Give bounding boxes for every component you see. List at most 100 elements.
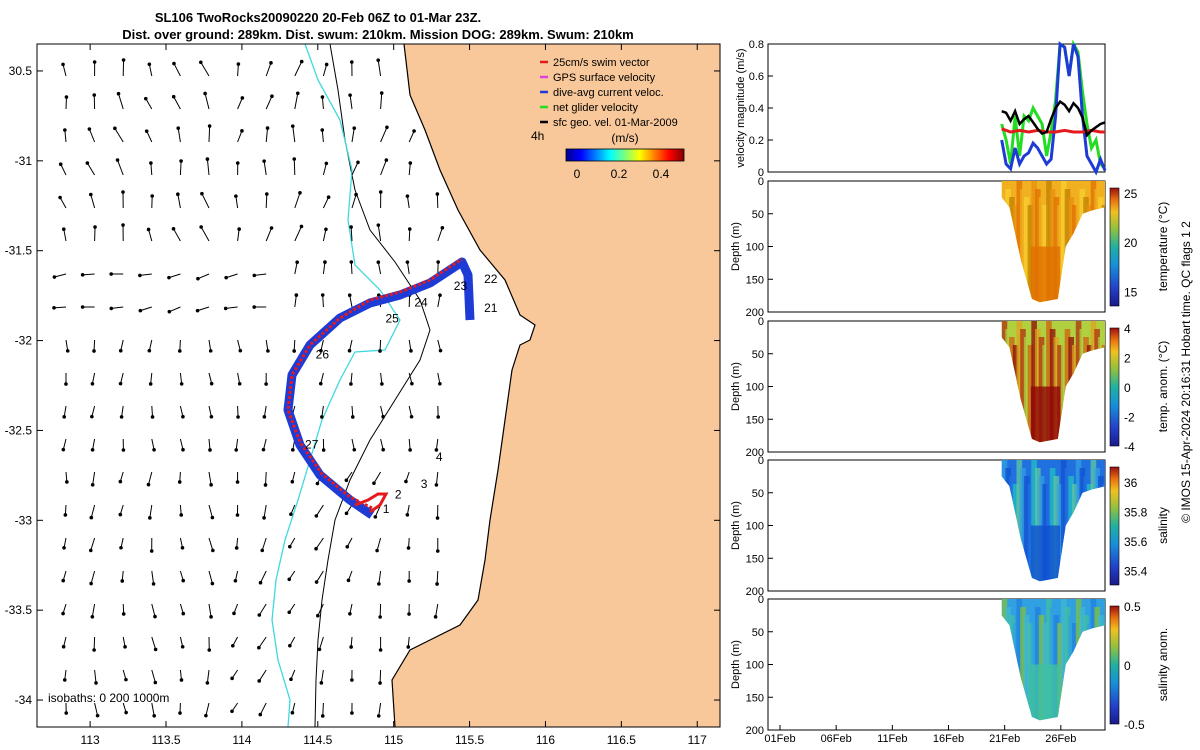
section-colorbar	[1109, 605, 1120, 725]
velocity-vector	[226, 273, 238, 279]
velocity-vector-head	[234, 448, 239, 452]
velocity-vector-head	[179, 513, 184, 517]
velocity-vector-head	[223, 306, 228, 311]
velocity-vector	[150, 372, 153, 384]
section-column	[1027, 623, 1034, 721]
land-mass	[392, 44, 720, 727]
colorbar-label: temp. anom. (°C)	[1156, 341, 1170, 433]
velocity-vector-head	[438, 382, 442, 386]
velocity-vector-head	[352, 447, 357, 452]
velocity-vector	[206, 669, 210, 683]
depth-ylabel: Depth (m)	[730, 362, 742, 411]
map-ytick-label: -31	[15, 154, 33, 168]
velocity-vector	[146, 130, 153, 143]
velocity-vector	[90, 504, 96, 518]
depth-tick-label: 50	[752, 209, 764, 221]
velocity-vector-head	[380, 382, 384, 386]
section-column	[1049, 329, 1056, 443]
velocity-vector-head	[203, 747, 207, 750]
section-column	[1016, 181, 1023, 303]
velocity-vector-head	[138, 273, 142, 278]
velocity-vector-head	[349, 382, 353, 386]
velocity-vector-head	[405, 194, 410, 198]
colorbar-tick-label: 15	[1124, 285, 1138, 299]
depth-tick-label: 50	[752, 627, 764, 639]
velocity-vector-head	[406, 645, 411, 649]
velocity-vector-head	[207, 648, 212, 652]
map-ytick-label: -32.5	[5, 423, 33, 437]
velocity-vector-head	[258, 712, 263, 717]
velocity-vector-head	[61, 62, 65, 67]
map-xtick-label: 114	[232, 733, 251, 747]
velocity-vector	[350, 261, 353, 275]
velocity-vector	[111, 306, 124, 309]
velocity-vector-head	[90, 448, 95, 452]
velocity-vector	[321, 405, 324, 417]
velocity-vector-head	[373, 515, 378, 519]
velocity-vector-head	[409, 414, 414, 419]
velocity-vector-head	[58, 195, 62, 200]
velocity-vector-head	[62, 546, 66, 550]
velocity-vector-head	[64, 95, 69, 99]
velocity-vector-head	[264, 382, 268, 386]
depth-tick-label: 0	[758, 594, 764, 606]
velocity-vector	[408, 339, 412, 351]
velocity-vector-head	[287, 577, 292, 582]
velocity-vector	[322, 196, 330, 209]
velocity-vector-head	[210, 515, 215, 520]
velocity-vector	[316, 570, 324, 583]
velocity-vector-head	[230, 643, 235, 648]
velocity-vector-head	[349, 260, 354, 264]
velocity-vector	[65, 339, 69, 351]
velocity-vector-head	[167, 275, 171, 280]
velocity-vector-head	[118, 348, 123, 353]
depth-tick-label: 150	[746, 274, 764, 286]
imos-credit-note: © IMOS 15-Apr-2024 20:16:31 Hobart time.…	[1179, 221, 1193, 523]
map-xtick-label: 116	[536, 733, 555, 747]
velocity-vector-head	[149, 161, 153, 165]
velocity-vector	[63, 405, 67, 417]
velocity-vector	[408, 405, 413, 417]
velocity-vector	[237, 63, 239, 77]
velocity-vector-head	[264, 192, 269, 196]
vel-ytick-label: 0.2	[749, 135, 764, 147]
day-label: 3	[421, 477, 428, 491]
velocity-vector	[225, 306, 238, 309]
velocity-vector-head	[265, 126, 270, 130]
date-tick-label: 26Feb	[1045, 733, 1076, 745]
section-column	[1031, 321, 1037, 443]
velocity-vector	[322, 163, 327, 176]
section-column	[1049, 468, 1056, 582]
velocity-vector	[123, 736, 125, 746]
colorbar-tick-label: 0	[1124, 659, 1131, 673]
velocity-vector	[197, 306, 210, 312]
velocity-vector	[265, 128, 269, 143]
velocity-vector	[94, 702, 99, 716]
velocity-magnitude-panel	[767, 39, 1107, 176]
velocity-vector	[263, 161, 267, 176]
velocity-vector	[91, 603, 96, 617]
velocity-vector	[208, 471, 212, 485]
velocity-vector-head	[149, 549, 154, 553]
velocity-vector-head	[260, 746, 264, 750]
velocity-vector-head	[377, 582, 381, 586]
velocity-vector-head	[299, 59, 304, 64]
colorbar-tick-label: -4	[1124, 440, 1135, 454]
depth-tick-label: 200	[746, 307, 764, 319]
velocity-vector-head	[350, 415, 355, 419]
velocity-vector	[408, 372, 413, 384]
velocity-vector-head	[230, 709, 234, 714]
velocity-vector-head	[113, 126, 117, 131]
velocity-vector-head	[266, 349, 270, 353]
velocity-vector-head	[58, 162, 63, 167]
velocity-vector-head	[257, 613, 262, 617]
velocity-vector-head	[294, 293, 299, 297]
velocity-vector-head	[375, 548, 379, 553]
section-column	[1016, 599, 1023, 721]
velocity-vector-head	[262, 159, 266, 163]
colorbar-tick-label: 4	[1124, 322, 1131, 336]
velocity-vector	[121, 405, 124, 417]
velocity-vector-head	[350, 60, 354, 64]
velocity-vector-head	[350, 678, 354, 682]
